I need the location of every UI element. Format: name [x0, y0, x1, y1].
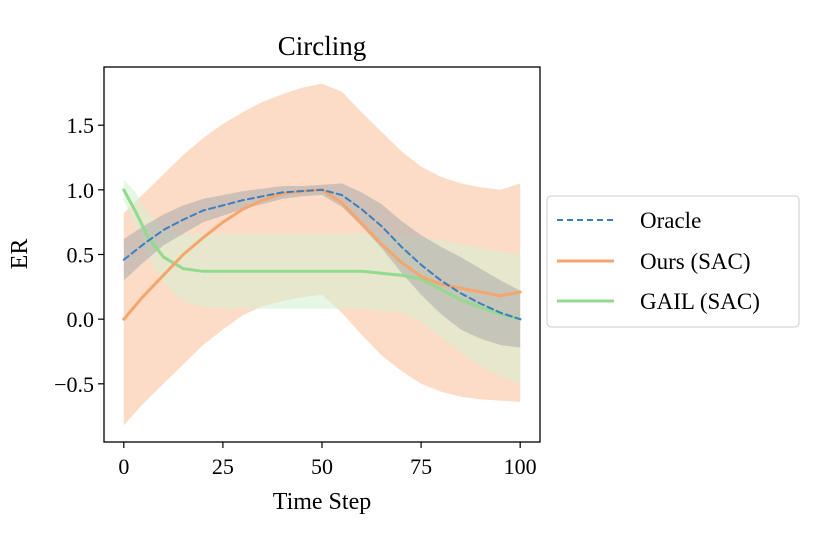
y-tick-label: 0.0	[67, 307, 95, 332]
legend-box	[546, 195, 800, 328]
x-tick-label: 25	[212, 454, 234, 479]
y-tick-label: 0.5	[67, 243, 95, 268]
legend: Oracle Ours (SAC) GAIL (SAC)	[546, 195, 800, 328]
y-tick-label: 1.0	[67, 178, 95, 203]
line-oracle	[122, 188, 522, 321]
x-tick-label: 0	[118, 454, 129, 479]
band-gail-sac	[123, 179, 521, 384]
x-axis-label: Time Step	[273, 489, 371, 515]
line-gail-sac	[122, 188, 522, 321]
legend-label-oracle: Oracle	[640, 208, 701, 233]
x-tick-label: 50	[311, 454, 333, 479]
x-tick-label: 75	[410, 454, 432, 479]
y-tick-label: −0.5	[54, 372, 94, 397]
band-oracle	[123, 183, 521, 348]
x-tick-label: 100	[504, 454, 537, 479]
y-tick-label: 1.5	[67, 113, 95, 138]
y-axis-label: ER	[7, 239, 33, 270]
chart-title: Circling	[278, 31, 367, 61]
legend-label-ours-sac: Ours (SAC)	[640, 249, 751, 274]
legend-label-gail-sac: GAIL (SAC)	[640, 289, 760, 314]
